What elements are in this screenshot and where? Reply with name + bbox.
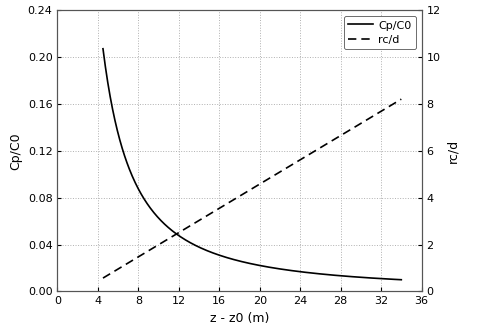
Y-axis label: rc/d: rc/d bbox=[446, 139, 459, 163]
rc/d bbox=[242, 191, 248, 195]
Legend: Cp/C0, rc/d: Cp/C0, rc/d bbox=[344, 16, 416, 49]
Cp/C0 bbox=[391, 277, 397, 281]
rc/d bbox=[399, 97, 404, 101]
rc/d bbox=[244, 190, 250, 194]
Cp/C0 bbox=[344, 274, 350, 278]
rc/d bbox=[100, 276, 106, 280]
rc/d bbox=[391, 102, 397, 106]
rc/d bbox=[262, 179, 267, 183]
rc/d bbox=[344, 129, 350, 133]
Cp/C0 bbox=[262, 264, 267, 268]
Cp/C0 bbox=[278, 267, 284, 271]
Y-axis label: Cp/C0: Cp/C0 bbox=[9, 132, 22, 170]
Cp/C0 bbox=[242, 260, 248, 264]
Line: Cp/C0: Cp/C0 bbox=[103, 49, 401, 280]
Cp/C0 bbox=[399, 278, 404, 282]
Line: rc/d: rc/d bbox=[103, 99, 401, 278]
Cp/C0 bbox=[244, 261, 250, 265]
X-axis label: z - z0 (m): z - z0 (m) bbox=[210, 312, 269, 325]
rc/d bbox=[278, 170, 284, 174]
Cp/C0 bbox=[100, 47, 106, 51]
